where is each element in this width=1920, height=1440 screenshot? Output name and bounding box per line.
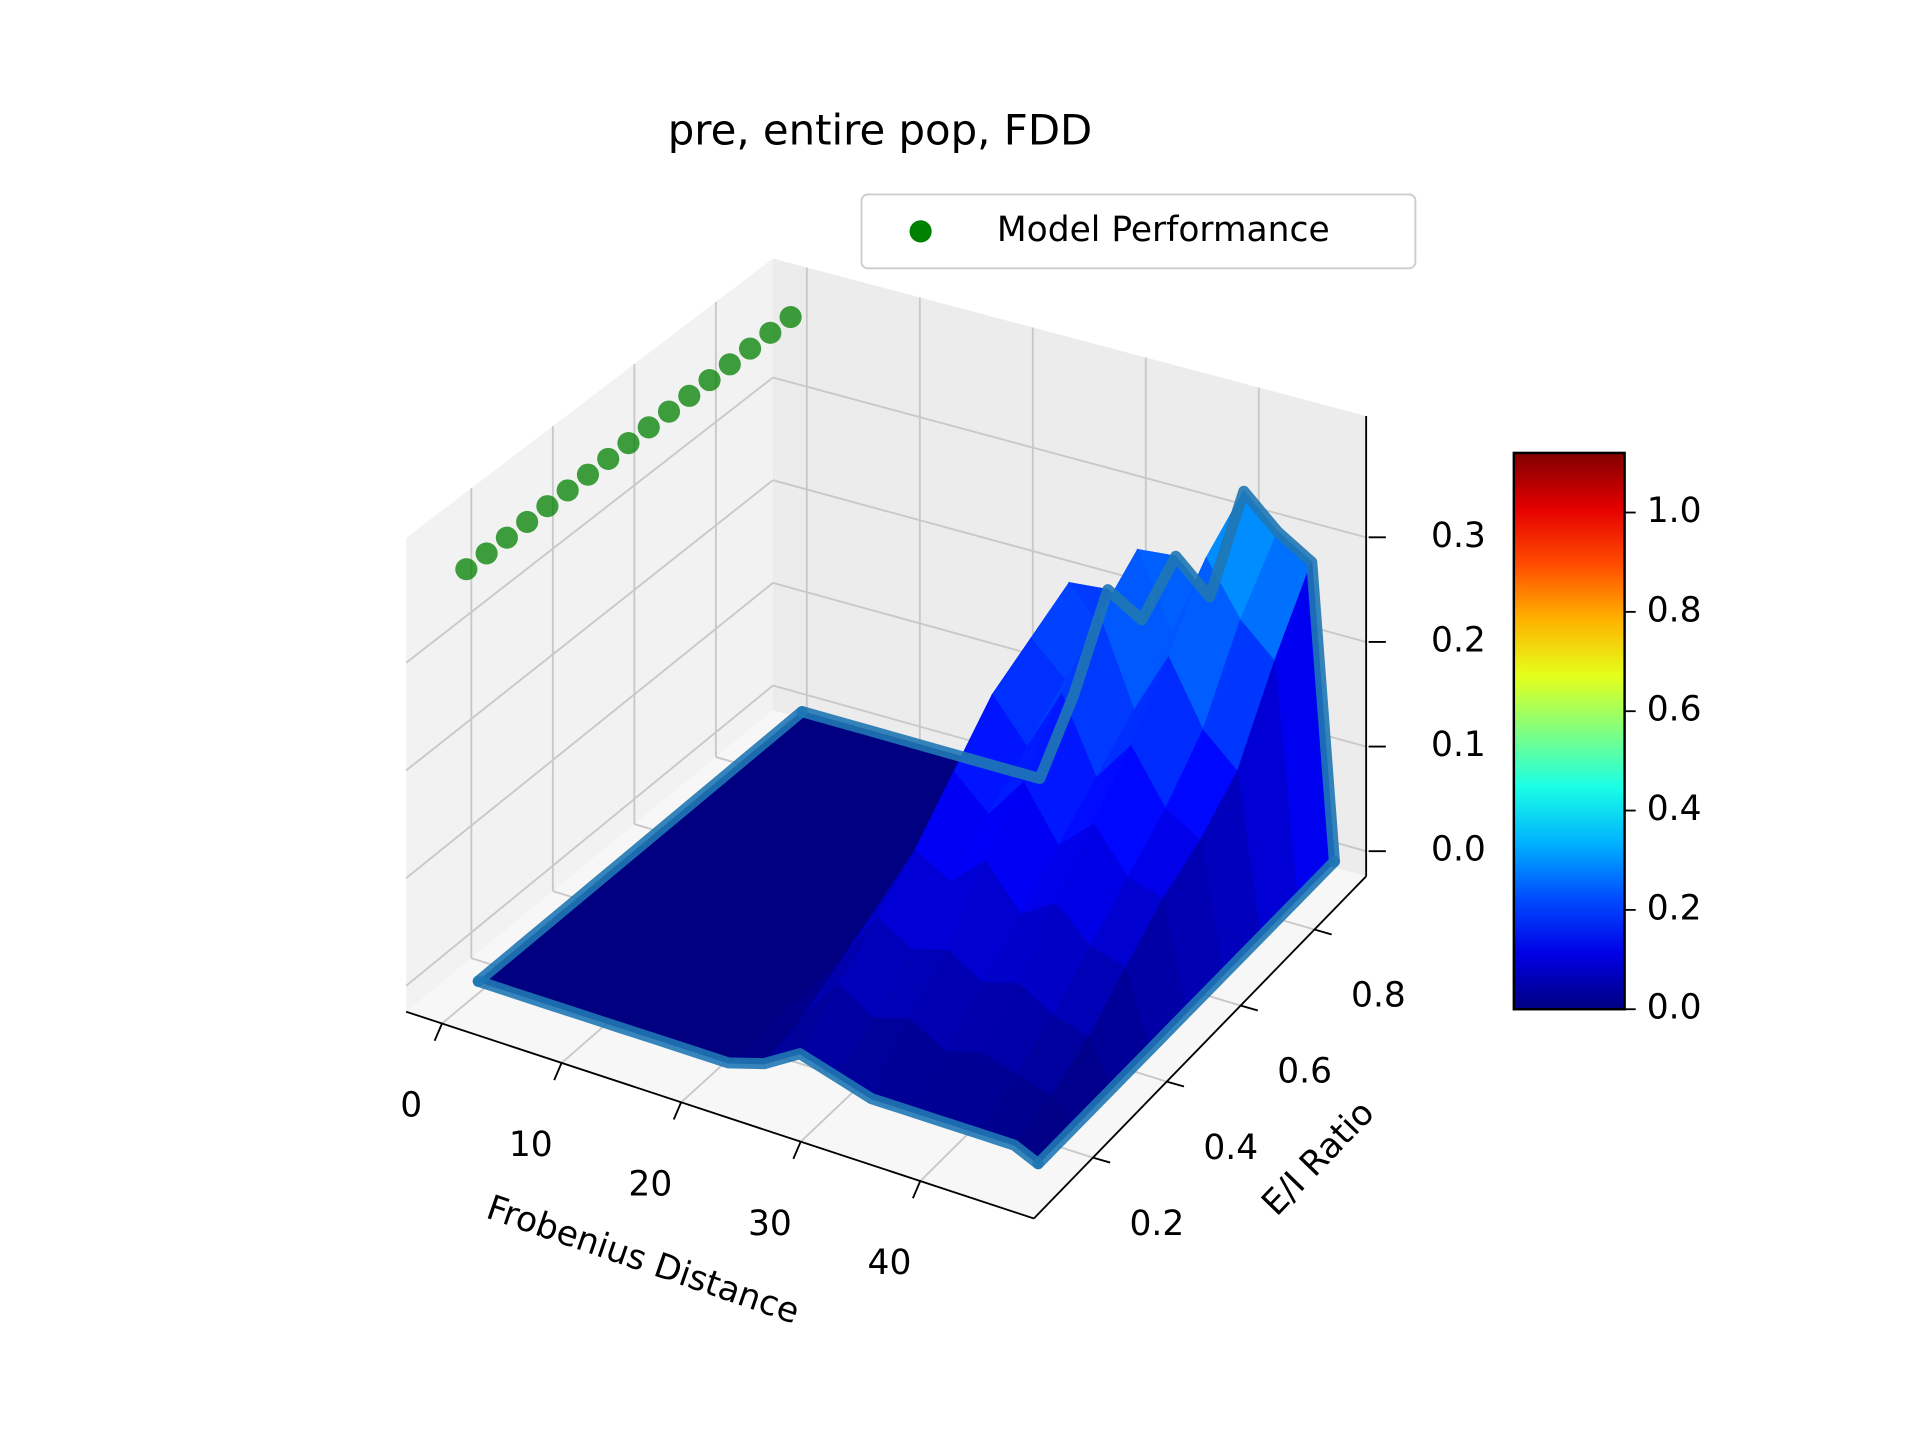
- legend-box: [860, 193, 1417, 270]
- scatter-point: [495, 526, 518, 549]
- left-pane: [406, 258, 773, 1012]
- x-tick-label: 0: [400, 1086, 422, 1126]
- tick-mark: [1092, 1156, 1111, 1164]
- scatter-point: [637, 416, 660, 439]
- tick-mark: [1314, 928, 1332, 936]
- tick-mark: [433, 1023, 443, 1042]
- y-axis-line: [1033, 875, 1367, 1220]
- scatter-point: [698, 369, 721, 392]
- tick-mark: [553, 1062, 563, 1081]
- scatter-point: [576, 463, 600, 486]
- x-tick-label: 30: [748, 1204, 792, 1244]
- scatter-point: [475, 542, 498, 565]
- scatter-point: [455, 558, 478, 581]
- chart-title: pre, entire pop, FDD: [668, 105, 1092, 154]
- z-tick-label: 0.3: [1431, 516, 1486, 556]
- scatter-point: [556, 479, 579, 502]
- z-tick-label: 0.1: [1431, 725, 1486, 765]
- colorbar-tick-label: 0.6: [1647, 690, 1702, 730]
- tick-mark: [1166, 1080, 1185, 1088]
- x-tick-label: 40: [868, 1243, 912, 1283]
- y-tick-label: 0.2: [1130, 1204, 1185, 1244]
- tick-mark: [672, 1101, 682, 1120]
- tick-mark: [912, 1180, 922, 1199]
- scatter-point: [536, 495, 559, 518]
- colorbar-tick-label: 0.4: [1647, 789, 1702, 829]
- scatter-point: [516, 510, 539, 534]
- y-axis-label: E/I Ratio: [1254, 1093, 1382, 1224]
- surface-edge: [472, 975, 1044, 1170]
- scatter-point: [678, 384, 701, 407]
- colorbar-tick-label: 0.2: [1647, 888, 1702, 928]
- scatter-point: [738, 337, 762, 360]
- colorbar: [1512, 451, 1626, 1011]
- y-tick-label: 0.4: [1203, 1128, 1258, 1168]
- surface-edge: [796, 485, 1340, 868]
- scatter-point: [597, 447, 620, 470]
- scatter-point: [759, 321, 782, 344]
- colorbar-tick-label: 1.0: [1647, 491, 1702, 531]
- legend: Model Performance: [860, 193, 1417, 270]
- scatter-point: [718, 353, 741, 376]
- legend-label: Model Performance: [997, 210, 1330, 250]
- surface-edge: [1032, 856, 1340, 1170]
- surface-edge: [472, 706, 808, 987]
- grid-line: [772, 376, 1367, 539]
- y-tick-label: 0.8: [1351, 976, 1406, 1016]
- grid-line: [405, 684, 774, 987]
- x-tick-label: 10: [509, 1125, 553, 1165]
- x-tick-label: 20: [628, 1164, 672, 1204]
- colorbar-tick-label: 0.8: [1647, 590, 1702, 630]
- scatter-point: [657, 400, 681, 423]
- z-tick-label: 0.2: [1431, 620, 1486, 660]
- x-axis-line: [405, 1010, 1035, 1220]
- z-tick-label: 0.0: [1431, 830, 1486, 870]
- legend-marker: [909, 220, 932, 243]
- y-tick-label: 0.6: [1277, 1052, 1332, 1092]
- colorbar-tick-label: 0.0: [1647, 988, 1702, 1028]
- grid-line: [405, 582, 774, 879]
- scatter-point: [779, 305, 802, 329]
- tick-mark: [792, 1141, 802, 1160]
- tick-mark: [1240, 1004, 1259, 1012]
- grid-line: [405, 376, 774, 664]
- scatter-point: [617, 432, 640, 455]
- grid-line: [405, 479, 774, 772]
